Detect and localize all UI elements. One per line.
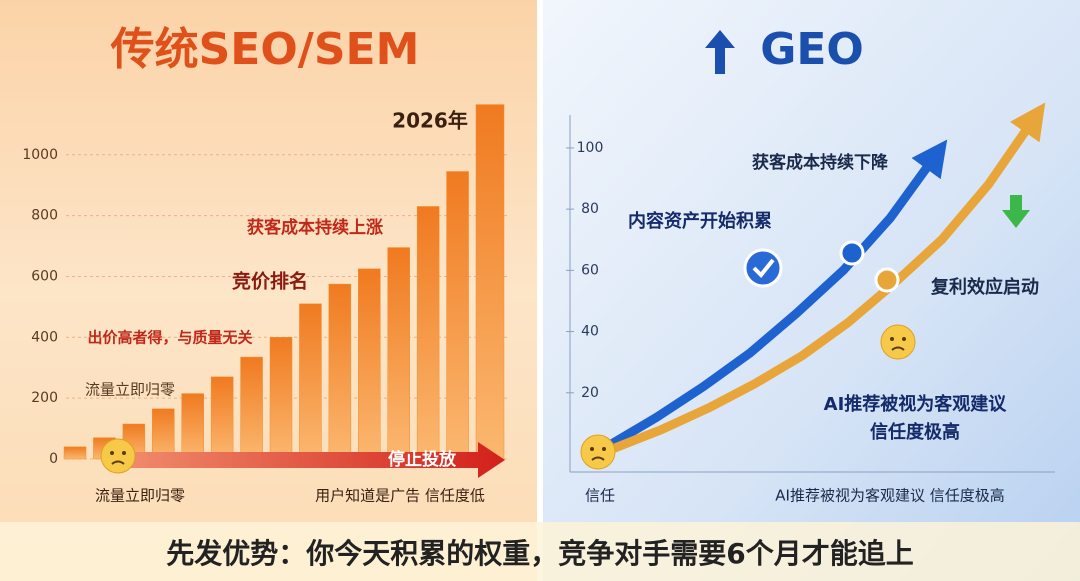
y-tick-label: 600 (31, 268, 58, 284)
left-title: 传统SEO/SEM (110, 24, 420, 75)
annotation: 内容资产开始积累 (628, 210, 772, 232)
node-icon (839, 240, 865, 266)
bar (328, 283, 352, 460)
annotation: 2026年 (392, 109, 468, 133)
bar (387, 247, 410, 460)
x-label: 流量立即归零 (95, 487, 185, 505)
x-label: 信任 (585, 487, 615, 505)
up-arrow-icon (705, 30, 735, 74)
face-mouth (111, 460, 125, 465)
stop-arrow (130, 442, 505, 478)
face-icon (100, 438, 136, 474)
annotation: 获客成本持续下降 (752, 152, 889, 173)
y-tick-label: 60 (581, 262, 599, 278)
node-icon (874, 267, 900, 293)
face-eye (902, 337, 906, 341)
bar (181, 393, 204, 460)
annotation: 获客成本持续上涨 (247, 217, 383, 238)
annotation: 复利效应启动 (930, 276, 1039, 298)
y-tick-label: 80 (581, 201, 599, 217)
face-mouth (591, 456, 605, 461)
bar (358, 268, 381, 460)
face-eye (122, 451, 126, 455)
bar (269, 337, 293, 460)
down-arrow-icon (1002, 195, 1030, 228)
divider (537, 0, 543, 581)
left-chart: 0 200 400 600 800 1000 2026年获客成本持续上涨竞价排名出价高者得，… (22, 104, 510, 505)
check-icon (752, 258, 775, 278)
face-eye (590, 447, 594, 451)
y-tick-label: 0 (49, 451, 58, 467)
y-tick-label: 100 (577, 140, 604, 156)
annotation: 出价高者得，与质量无关 (87, 329, 252, 347)
face-eye (890, 337, 894, 341)
series-line (605, 139, 948, 450)
face-icon (580, 434, 616, 470)
y-tick-label: 20 (581, 385, 599, 401)
x-label: 用户知道是广告 信任度低 (315, 487, 485, 505)
bar (210, 376, 234, 460)
x-label: AI推荐被视为客观建议 信任度极高 (775, 487, 1004, 505)
y-tick-label: 400 (31, 329, 58, 345)
right-title: GEO (760, 24, 864, 75)
face-eye (110, 451, 114, 455)
bar (63, 446, 87, 460)
arrow-label: 停止投放 (388, 449, 457, 470)
face-eye (602, 447, 606, 451)
annotation: 流量立即归零 (85, 381, 175, 399)
caption: 先发优势：你今天积累的权重，竞争对手需要6个月才能追上 (166, 537, 914, 570)
face-mouth (891, 346, 905, 351)
right-panel (543, 0, 1080, 581)
bar (240, 356, 263, 460)
y-tick-label: 800 (31, 208, 58, 224)
badge-icon (743, 248, 783, 288)
face-icon (880, 324, 916, 360)
bar (446, 171, 469, 460)
bar (416, 206, 440, 460)
y-tick-label: 1000 (22, 147, 58, 163)
y-tick-label: 200 (31, 390, 58, 406)
caption-band (0, 522, 1080, 581)
annotation: 竞价排名 (232, 270, 308, 293)
bar (475, 104, 505, 460)
series-line (610, 102, 1046, 453)
annotation: AI推荐被视为客观建议 (824, 393, 1008, 415)
y-tick-label: 40 (581, 324, 599, 340)
annotation: 信任度极高 (870, 421, 960, 443)
bar (152, 408, 175, 460)
bar (299, 303, 322, 460)
